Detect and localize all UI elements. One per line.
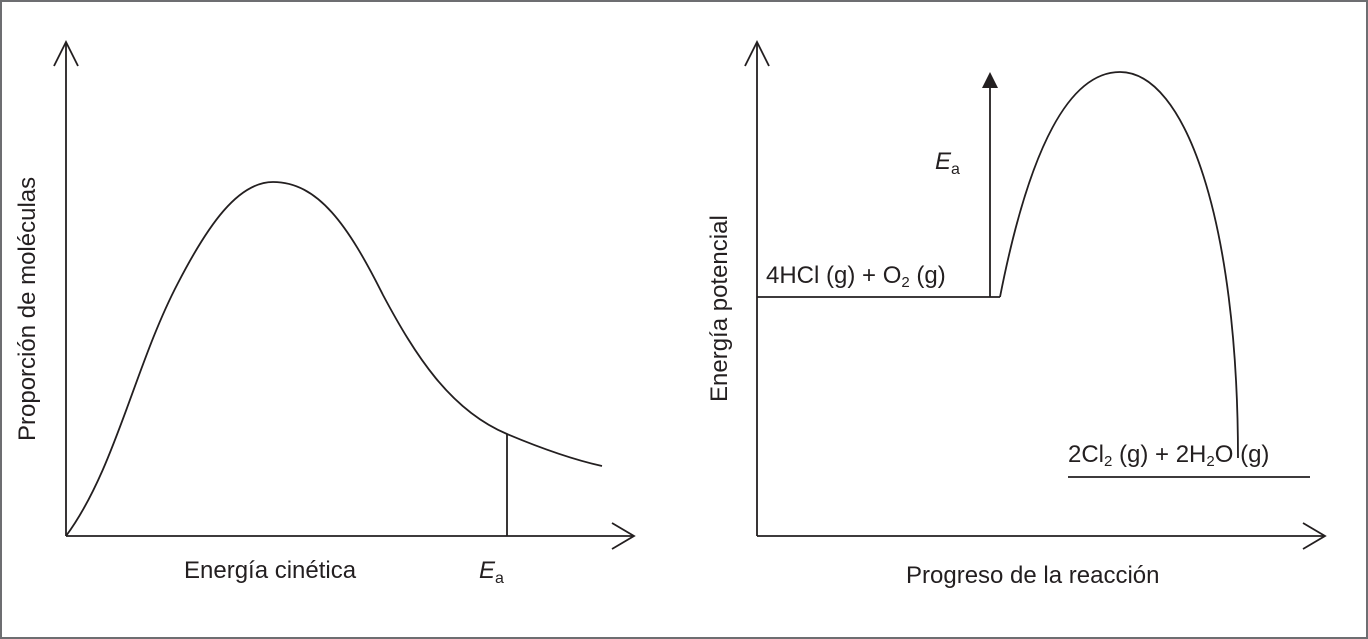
right-y-axis-label: Energía potencial [706,215,733,402]
left-y-axis-arrowhead [53,39,79,67]
left-ea-subscript: a [495,570,504,587]
reactants-part1: 4HCl (g) + O [766,262,901,289]
products-part1: 2Cl [1068,441,1104,468]
reactants-part2: (g) [910,262,946,289]
products-label: 2Cl2 (g) + 2H2O (g) [1068,441,1269,470]
right-ea-label: Ea [935,148,960,178]
reactants-label: 4HCl (g) + O2 (g) [766,262,946,291]
right-y-axis-arrowhead [744,39,770,67]
reactants-subscript: 2 [901,274,909,291]
left-y-axis-label: Proporción de moléculas [14,177,41,441]
energy-profile-curve [999,71,1239,459]
right-ea-symbol: E [935,148,952,175]
left-x-axis-arrowhead [611,522,636,550]
right-ea-arrowhead [982,72,998,88]
products-subscript-1: 2 [1104,453,1112,470]
right-ea-subscript: a [951,161,960,178]
products-part2: (g) + 2H [1112,441,1206,468]
left-x-axis-label: Energía cinética [184,557,357,584]
left-ea-symbol: E [479,557,496,584]
right-diagram: Ea 4HCl (g) + O2 (g) 2Cl2 (g) + 2H2O (g)… [706,39,1327,589]
right-x-axis-arrowhead [1302,522,1327,550]
right-x-axis-label: Progreso de la reacción [906,562,1159,589]
distribution-curve [65,181,603,537]
products-subscript-2: 2 [1206,453,1214,470]
left-ea-label: Ea [479,557,504,587]
left-diagram: Energía cinética Ea Proporción de molécu… [14,39,636,587]
products-part3: O (g) [1215,441,1270,468]
